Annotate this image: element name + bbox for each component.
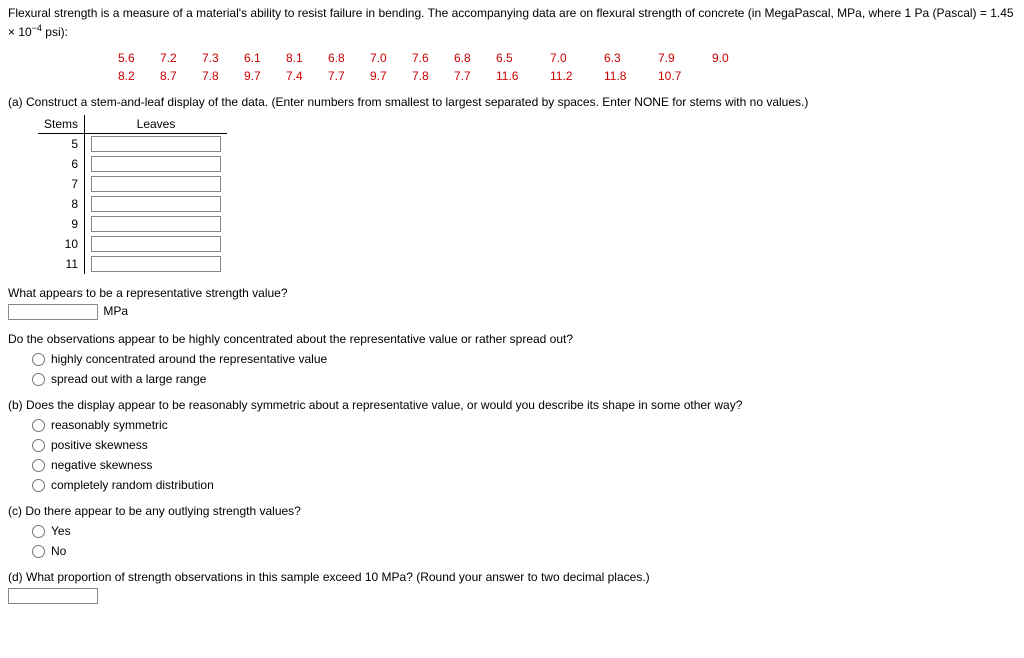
spread-question: Do the observations appear to be highly … [8, 332, 1016, 346]
data-cell: 7.8 [202, 67, 244, 85]
outlier-radio-group: Yes No [32, 524, 1016, 558]
stems-header: Stems [38, 115, 85, 134]
leaf-input-11[interactable] [91, 256, 221, 272]
shape-radio-neg-skew[interactable] [32, 459, 45, 472]
stem-value: 6 [38, 154, 85, 174]
data-cell: 6.5 [496, 49, 550, 67]
spread-radio-group: highly concentrated around the represent… [32, 352, 1016, 386]
leaf-input-8[interactable] [91, 196, 221, 212]
data-cell: 6.8 [454, 49, 496, 67]
shape-opt-label: reasonably symmetric [51, 418, 168, 432]
proportion-input[interactable] [8, 588, 98, 604]
data-cell: 8.1 [286, 49, 328, 67]
stem-value: 10 [38, 234, 85, 254]
data-cell: 11.8 [604, 67, 658, 85]
representative-question: What appears to be a representative stre… [8, 286, 1016, 300]
data-cell: 7.0 [550, 49, 604, 67]
data-cell: 7.3 [202, 49, 244, 67]
shape-opt-label: completely random distribution [51, 478, 214, 492]
outlier-radio-yes[interactable] [32, 525, 45, 538]
spread-radio-concentrated[interactable] [32, 353, 45, 366]
data-cell: 7.7 [328, 67, 370, 85]
data-cell: 10.7 [658, 67, 712, 85]
data-cell: 9.0 [712, 49, 754, 67]
leaf-input-10[interactable] [91, 236, 221, 252]
leaf-input-7[interactable] [91, 176, 221, 192]
leaf-input-6[interactable] [91, 156, 221, 172]
data-cell: 6.1 [244, 49, 286, 67]
shape-radio-symmetric[interactable] [32, 419, 45, 432]
data-cell: 7.6 [412, 49, 454, 67]
outlier-opt-label: No [51, 544, 66, 558]
data-cell: 7.0 [370, 49, 412, 67]
spread-radio-spreadout[interactable] [32, 373, 45, 386]
shape-radio-group: reasonably symmetric positive skewness n… [32, 418, 1016, 492]
part-a-prompt: (a) Construct a stem-and-leaf display of… [8, 95, 1016, 109]
data-cell: 7.8 [412, 67, 454, 85]
stem-leaf-table: Stems Leaves 5 6 7 8 9 10 11 [38, 115, 227, 274]
representative-input[interactable] [8, 304, 98, 320]
spread-opt-label: spread out with a large range [51, 372, 206, 386]
outlier-radio-no[interactable] [32, 545, 45, 558]
stem-value: 11 [38, 254, 85, 274]
shape-radio-pos-skew[interactable] [32, 439, 45, 452]
data-row-1: 5.6 7.2 7.3 6.1 8.1 6.8 7.0 7.6 6.8 6.5 … [118, 49, 1016, 67]
part-d-prompt: (d) What proportion of strength observat… [8, 570, 1016, 584]
data-cell: 11.2 [550, 67, 604, 85]
stem-value: 5 [38, 134, 85, 155]
stem-value: 9 [38, 214, 85, 234]
data-cell: 6.3 [604, 49, 658, 67]
shape-radio-random[interactable] [32, 479, 45, 492]
leaves-header: Leaves [85, 115, 228, 134]
shape-opt-label: positive skewness [51, 438, 148, 452]
outlier-opt-label: Yes [51, 524, 71, 538]
leaf-input-9[interactable] [91, 216, 221, 232]
data-cell: 6.8 [328, 49, 370, 67]
data-row-2: 8.2 8.7 7.8 9.7 7.4 7.7 9.7 7.8 7.7 11.6… [118, 67, 1016, 85]
data-cell: 9.7 [244, 67, 286, 85]
data-cell: 8.2 [118, 67, 160, 85]
data-cell: 8.7 [160, 67, 202, 85]
stem-value: 7 [38, 174, 85, 194]
leaf-input-5[interactable] [91, 136, 221, 152]
stem-value: 8 [38, 194, 85, 214]
data-cell: 7.9 [658, 49, 712, 67]
spread-opt-label: highly concentrated around the represent… [51, 352, 327, 366]
data-cell: 7.4 [286, 67, 328, 85]
part-c-prompt: (c) Do there appear to be any outlying s… [8, 504, 1016, 518]
mpa-unit: MPa [103, 304, 128, 318]
intro-text: Flexural strength is a measure of a mate… [8, 4, 1016, 41]
shape-opt-label: negative skewness [51, 458, 152, 472]
part-b-prompt: (b) Does the display appear to be reason… [8, 398, 1016, 412]
data-cell: 5.6 [118, 49, 160, 67]
data-values: 5.6 7.2 7.3 6.1 8.1 6.8 7.0 7.6 6.8 6.5 … [118, 49, 1016, 85]
data-cell: 7.2 [160, 49, 202, 67]
data-cell: 7.7 [454, 67, 496, 85]
data-cell: 9.7 [370, 67, 412, 85]
data-cell: 11.6 [496, 67, 550, 85]
